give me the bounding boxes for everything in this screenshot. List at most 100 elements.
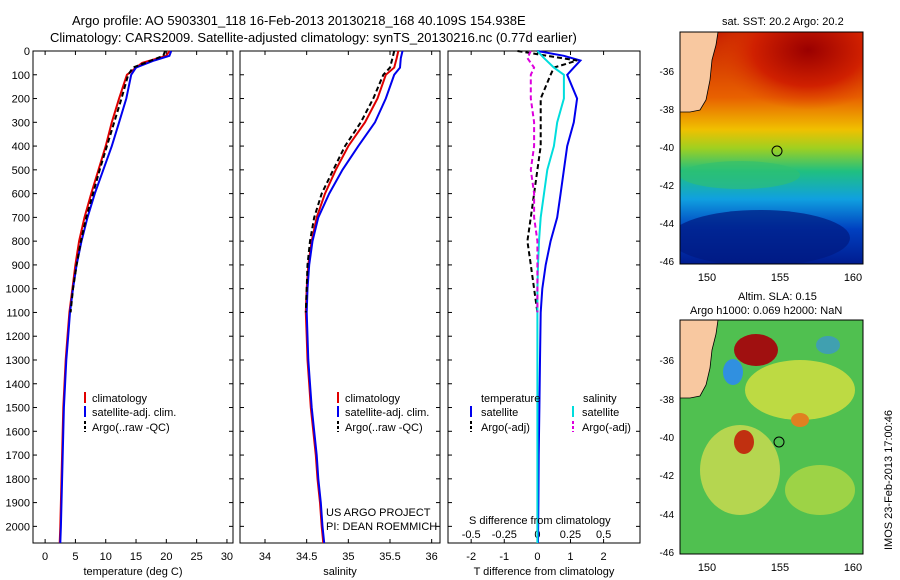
x-tick-label: 0 bbox=[534, 551, 540, 563]
sst-xtick-1: 150 bbox=[698, 272, 716, 284]
series-line-argo bbox=[304, 50, 396, 313]
sla-low-eddy bbox=[816, 336, 840, 354]
legend-title-temperature: temperature bbox=[481, 393, 540, 405]
x-tick-label: -2 bbox=[466, 551, 476, 563]
x-axis-label: T difference from climatology bbox=[474, 566, 615, 578]
y-tick-label: 1600 bbox=[6, 426, 30, 438]
legend-title-salinity: salinity bbox=[583, 393, 617, 405]
x-tick-label: 20 bbox=[160, 551, 172, 563]
y-tick-label: 500 bbox=[12, 165, 30, 177]
y-tick-label: 1700 bbox=[6, 450, 30, 462]
sla-map-subtitle: Argo h1000: 0.069 h2000: NaN bbox=[690, 305, 842, 317]
sla-ytick-4: -42 bbox=[660, 471, 675, 482]
argo-float-marker bbox=[771, 145, 783, 157]
plot-frame bbox=[239, 50, 441, 544]
header-title: Argo profile: AO 5903301_118 16-Feb-2013… bbox=[72, 13, 526, 28]
series-line-climatology bbox=[304, 50, 400, 544]
series-line-t-argo bbox=[517, 50, 578, 313]
legend-label-t-satellite: satellite bbox=[481, 407, 518, 419]
top-axis-label: S difference from climatology bbox=[469, 515, 611, 527]
sla-xtick-1: 150 bbox=[698, 562, 716, 574]
sla-high-eddy bbox=[734, 430, 754, 454]
salinity-panel: 34 34.5 35 35.5 36 salinity bbox=[239, 50, 441, 578]
y-tick-label: 1800 bbox=[6, 474, 30, 486]
x-tick-label: -1 bbox=[499, 551, 509, 563]
top-tick-label: -0.5 bbox=[462, 529, 481, 541]
sla-ytick-6: -46 bbox=[660, 548, 675, 559]
sst-cold-patch bbox=[680, 210, 850, 264]
x-tick-label: 34 bbox=[259, 551, 271, 563]
x-tick-label: 5 bbox=[72, 551, 78, 563]
plot-frame bbox=[32, 50, 234, 544]
y-tick-label: 1500 bbox=[6, 403, 30, 415]
sla-map-title: Altim. SLA: 0.15 bbox=[738, 291, 817, 303]
sla-ytick-3: -40 bbox=[660, 433, 675, 444]
y-tick-label: 1400 bbox=[6, 379, 30, 391]
sst-ytick-6: -46 bbox=[660, 257, 675, 268]
x-tick-label: 30 bbox=[221, 551, 233, 563]
sla-xtick-3: 160 bbox=[844, 562, 862, 574]
y-tick-label: 400 bbox=[12, 141, 30, 153]
sst-map-title: sat. SST: 20.2 Argo: 20.2 bbox=[722, 16, 844, 28]
sst-land bbox=[680, 32, 719, 113]
sst-ytick-3: -40 bbox=[660, 143, 675, 154]
y-tick-label: 900 bbox=[12, 260, 30, 272]
pi-annotation: PI: DEAN ROEMMICH bbox=[326, 521, 437, 533]
difference-panel: -2 -1 0 1 2-0.5 -0.25 0 0.25 0.5T difference fro… bbox=[447, 50, 641, 578]
series-line-s-satellite bbox=[536, 50, 565, 543]
legend-label-argo: Argo(..raw -QC) bbox=[92, 422, 170, 434]
legend-label-climatology: climatology bbox=[345, 393, 401, 405]
x-tick-label: 35 bbox=[342, 551, 354, 563]
sla-ytick-2: -38 bbox=[660, 395, 675, 406]
y-tick-label: 1900 bbox=[6, 498, 30, 510]
y-tick-label: 1100 bbox=[6, 307, 30, 319]
y-tick-label: 700 bbox=[12, 212, 30, 224]
sst-map-frame bbox=[679, 31, 864, 265]
project-annotation: US ARGO PROJECT bbox=[326, 507, 431, 519]
sla-yellow-band bbox=[700, 425, 780, 515]
x-tick-label: 2 bbox=[601, 551, 607, 563]
x-axis-label: salinity bbox=[323, 566, 357, 578]
series-line-climatology bbox=[58, 50, 171, 544]
legend-label-t-argo: Argo(-adj) bbox=[481, 422, 530, 434]
y-tick-label: 600 bbox=[12, 189, 30, 201]
y-tick-label: 0 bbox=[24, 46, 30, 58]
sla-high-eddy bbox=[734, 334, 778, 366]
sst-ytick-1: -36 bbox=[660, 67, 675, 78]
legend-label-climatology: climatology bbox=[92, 393, 148, 405]
sst-y-ticks: -36 -38 -40 -42 -44 -46 bbox=[660, 67, 675, 268]
sla-land bbox=[680, 320, 719, 399]
sst-x-ticks: 150 155 160 bbox=[698, 272, 862, 284]
plot-frame bbox=[447, 50, 641, 544]
x-tick-label: 1 bbox=[567, 551, 573, 563]
sla-ytick-5: -44 bbox=[660, 510, 675, 521]
temperature-panel: 0100200300400500600700800900100011001200… bbox=[6, 46, 234, 578]
sla-low-eddy bbox=[723, 359, 743, 385]
sla-ytick-1: -36 bbox=[660, 356, 675, 367]
temperature-legend: climatology satellite-adj. clim. Argo(..… bbox=[84, 392, 176, 434]
x-tick-label: 34.5 bbox=[296, 551, 317, 563]
sst-ytick-5: -44 bbox=[660, 219, 675, 230]
sst-ytick-4: -42 bbox=[660, 181, 675, 192]
imos-credit: IMOS 23-Feb-2013 17:00:46 bbox=[883, 410, 895, 550]
legend-label-argo: Argo(..raw -QC) bbox=[345, 422, 423, 434]
legend-label-s-argo: Argo(-adj) bbox=[582, 422, 631, 434]
sla-yellow-band bbox=[745, 360, 855, 420]
sst-green-patch bbox=[680, 161, 800, 189]
y-tick-label: 1000 bbox=[6, 284, 30, 296]
top-tick-label: 0.5 bbox=[596, 529, 611, 541]
y-tick-label: 1200 bbox=[6, 331, 30, 343]
x-tick-label: 35.5 bbox=[379, 551, 400, 563]
x-tick-label: 10 bbox=[100, 551, 112, 563]
y-tick-label: 2000 bbox=[6, 521, 30, 533]
legend-label-s-satellite: satellite bbox=[582, 407, 619, 419]
top-tick-label: -0.25 bbox=[492, 529, 517, 541]
x-tick-label: 0 bbox=[42, 551, 48, 563]
legend-label-satellite: satellite-adj. clim. bbox=[345, 407, 429, 419]
header-subtitle: Climatology: CARS2009. Satellite-adjuste… bbox=[50, 30, 577, 45]
sla-map: Altim. SLA: 0.15 Argo h1000: 0.069 h2000… bbox=[660, 291, 864, 574]
sla-xtick-2: 155 bbox=[771, 562, 789, 574]
x-tick-label: 15 bbox=[130, 551, 142, 563]
sst-map: sat. SST: 20.2 Argo: 20.2 -36 -38 -40 -4… bbox=[660, 16, 864, 284]
